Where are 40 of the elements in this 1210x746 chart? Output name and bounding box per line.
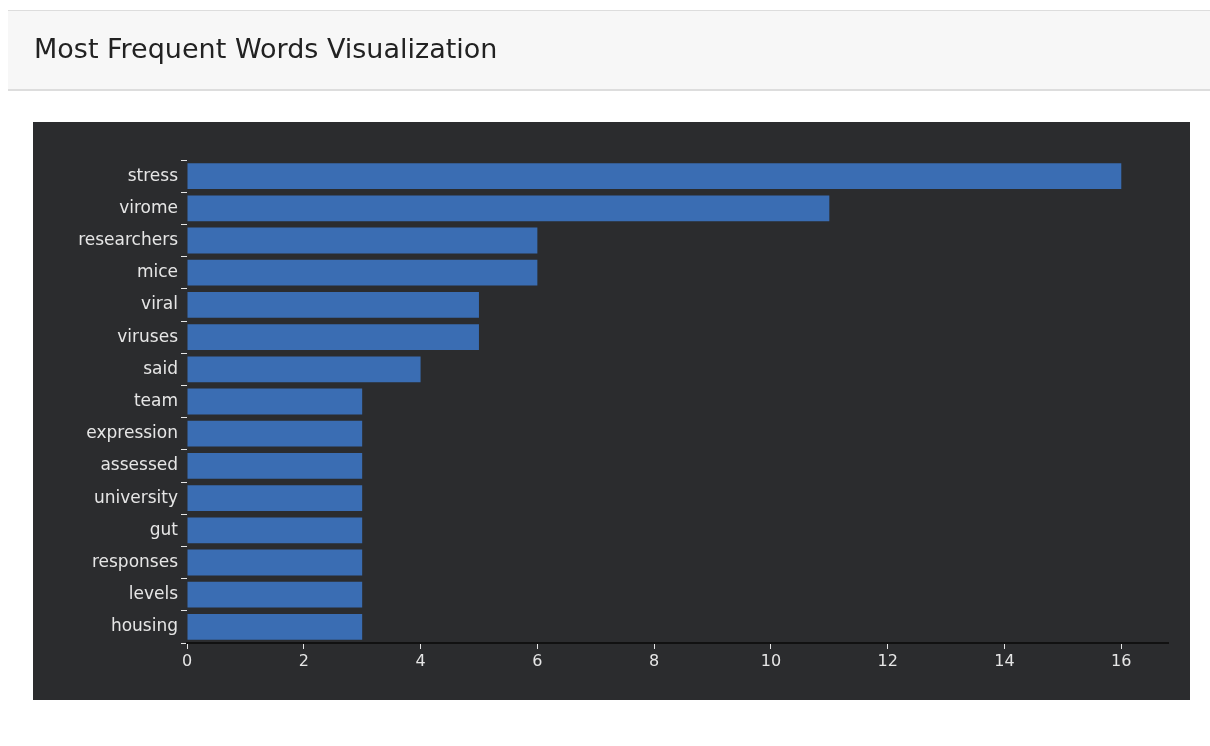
bar <box>187 195 830 222</box>
y-tick-label: said <box>143 357 178 378</box>
bar <box>187 388 363 415</box>
x-tick-label: 0 <box>181 650 193 670</box>
x-tick-label: 10 <box>760 650 782 670</box>
y-tick-label: housing <box>110 615 178 636</box>
bar <box>187 549 363 576</box>
bar <box>187 324 479 350</box>
y-tick-label: gut <box>149 518 179 539</box>
y-tick-label: mice <box>136 261 178 282</box>
y-tick-label: team <box>133 389 178 410</box>
x-tick-label: 14 <box>994 650 1015 670</box>
y-tick-label: expression <box>86 422 178 443</box>
y-tick-label: stress <box>127 164 179 185</box>
x-tick-label: 4 <box>415 650 426 670</box>
bar <box>187 356 421 383</box>
x-tick-label: 6 <box>532 650 543 670</box>
bar <box>187 163 1122 189</box>
x-tick-label: 8 <box>649 650 660 670</box>
bar <box>187 453 363 479</box>
bar <box>187 259 538 286</box>
x-tick-label: 16 <box>1111 650 1132 670</box>
bar <box>187 485 363 511</box>
y-tick-label: responses <box>91 550 179 571</box>
bar <box>187 581 363 608</box>
y-tick-label: levels <box>128 583 179 604</box>
bar <box>187 227 538 254</box>
x-tick-label: 12 <box>877 650 898 670</box>
y-tick-label: virome <box>119 196 178 217</box>
bar <box>187 292 479 318</box>
y-tick-label: viral <box>141 293 178 314</box>
chart-title: Most Frequent Words Visualization <box>34 33 498 64</box>
y-tick-label: researchers <box>78 228 179 249</box>
y-tick-label: assessed <box>100 454 178 475</box>
bar <box>187 614 363 640</box>
y-tick-label: university <box>93 486 178 507</box>
x-tick-label: 2 <box>298 650 309 670</box>
y-tick-label: viruses <box>117 325 179 346</box>
bar <box>187 420 363 447</box>
bar <box>187 517 363 544</box>
